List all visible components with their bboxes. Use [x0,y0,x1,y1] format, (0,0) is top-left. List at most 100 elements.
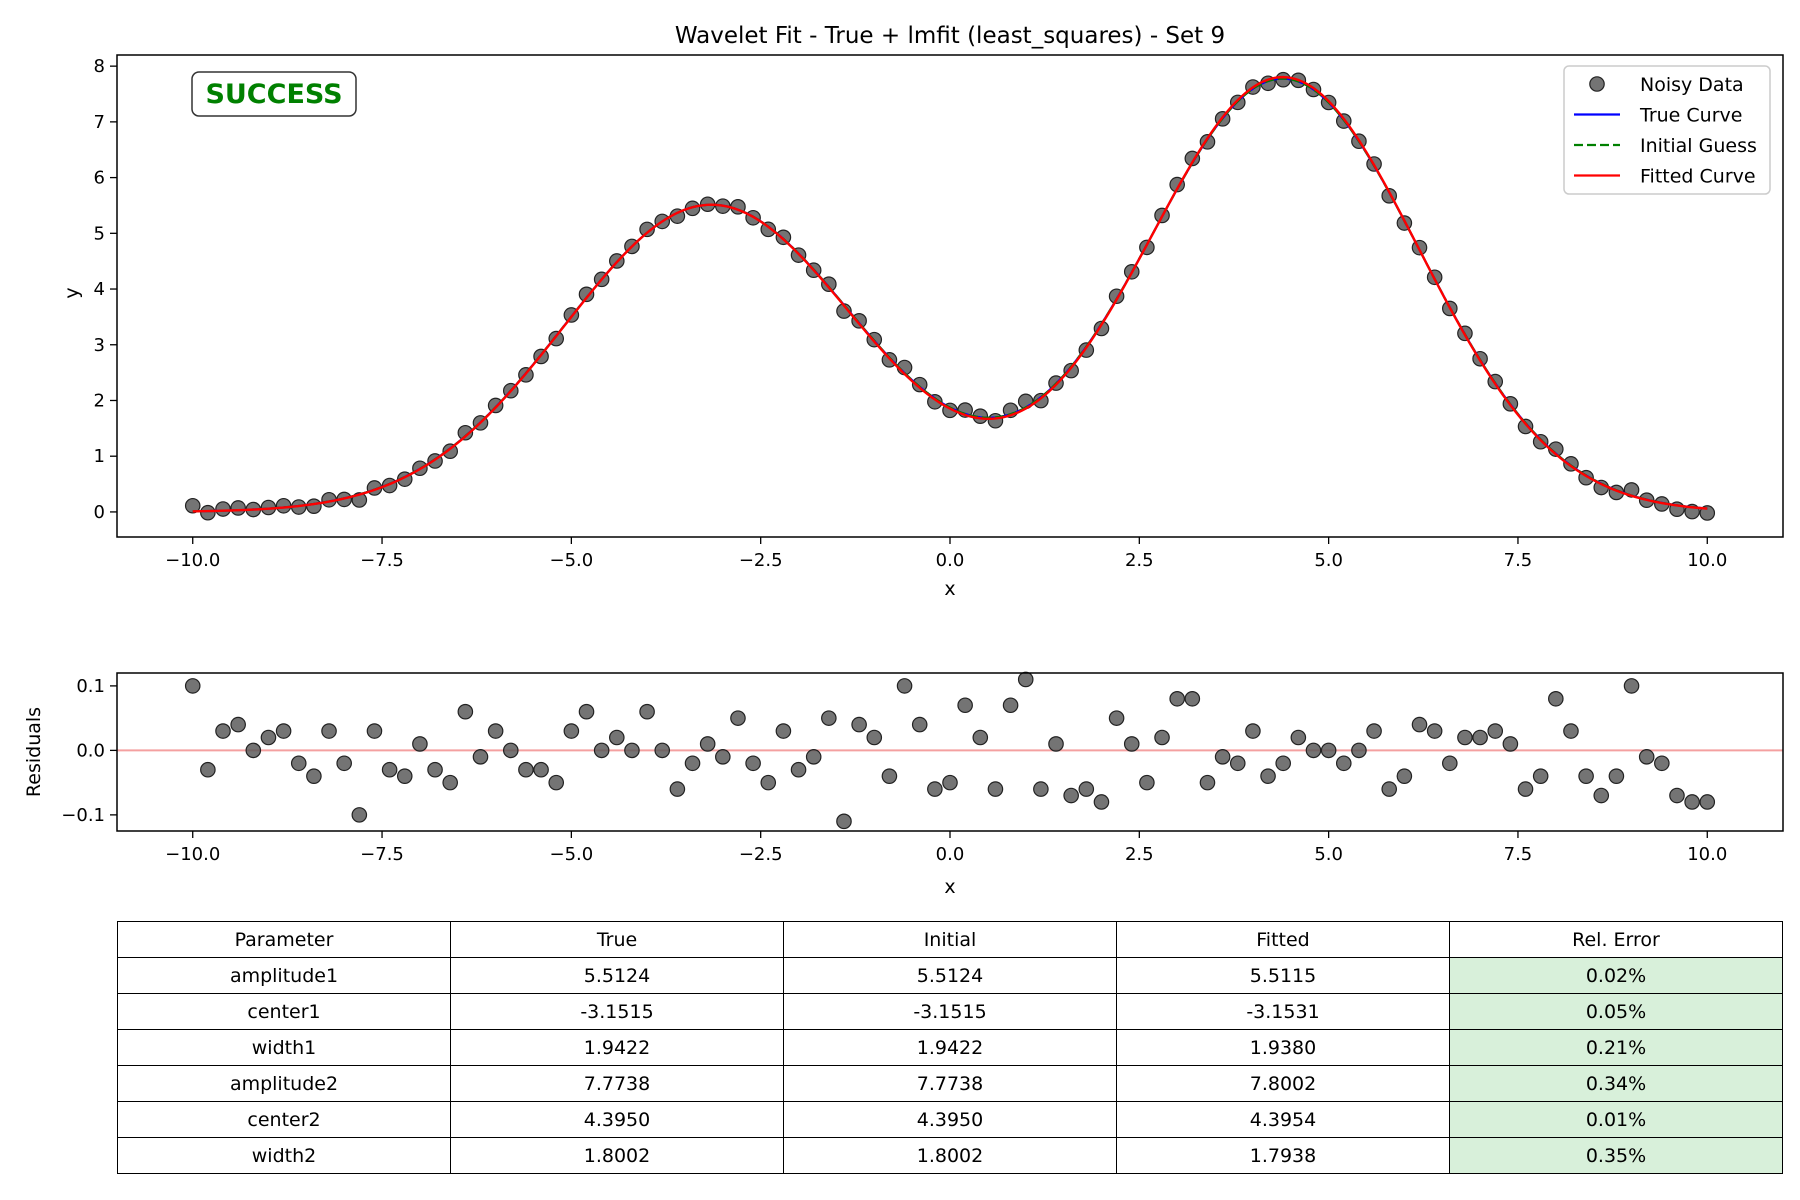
residual-point [1699,794,1716,810]
y-tick-label: 2 [94,390,105,411]
table-cell: 5.5124 [783,957,1117,994]
residual-point [987,781,1004,797]
table-header-cell: Fitted [1116,921,1450,958]
residual-point [548,774,565,791]
x-tick-label: 5.0 [1314,550,1343,571]
residual-point [1290,729,1307,746]
residual-point [790,761,807,778]
table-row: center1 -3.1515 -3.1515 -3.1531 0.05% [117,993,1783,1030]
residual-point [942,774,958,791]
rel-error-cell: 0.35% [1449,1137,1783,1174]
parameter-table: Parameter True Initial Fitted Rel. Error amp… [117,921,1783,1174]
residual-point [1396,768,1413,784]
table-cell: 1.8002 [450,1137,784,1174]
residual-point [321,723,337,739]
residual-point [624,742,640,759]
residual-point [1335,755,1352,772]
noisy-data-point [184,497,201,514]
residual-point [1184,690,1201,707]
noisy-data-point [457,424,474,441]
residual-point [1532,768,1549,784]
noisy-data-point [1033,392,1049,409]
table-cell: 5.5124 [450,957,784,994]
residual-point [805,749,822,765]
residual-points [184,671,1716,830]
residual-point [639,703,655,720]
table-header-row: Parameter True Initial Fitted Rel. Error [117,921,1783,958]
main-plot-area [117,55,1783,537]
table-cell: 1.7938 [1116,1137,1450,1174]
x-tick-label: −10.0 [165,550,220,571]
table-header-cell: True [450,921,784,958]
y-tick-label: 8 [94,56,105,77]
rel-error-cell: 0.01% [1449,1101,1783,1138]
residual-point [487,723,504,739]
residual-point [760,774,777,791]
noisy-data-point [306,498,322,514]
residual-point [472,749,489,765]
residual-point [1320,742,1337,759]
legend-item: Initial Guess [1574,135,1757,157]
table-row: center2 4.3950 4.3950 4.3954 0.01% [117,1101,1783,1138]
success-badge-label: SUCCESS [205,79,342,110]
noisy-data-point [1517,418,1534,435]
table-cell: 1.9380 [1116,1029,1450,1066]
table-header-cell: Rel. Error [1449,921,1783,958]
x-tick-label: −7.5 [360,550,404,571]
noisy-data-point [1063,362,1079,379]
legend: Noisy Data True Curve Initial Guess Fitted … [1563,65,1771,195]
residual-point [245,742,262,759]
y-tick-label: −0.1 [61,805,105,826]
y-tick-label: 5 [94,223,105,244]
y-tick-label: 7 [94,112,105,133]
x-tick-label: 0.0 [936,550,965,571]
x-tick-label: 7.5 [1504,844,1533,865]
residual-point [1411,716,1428,733]
residual-point [306,768,322,784]
legend-label: Fitted Curve [1640,166,1756,188]
residual-point [366,723,383,739]
residual-point [1578,768,1594,784]
residual-point [1426,723,1443,739]
residual-point [1487,723,1504,739]
residual-point [836,813,852,830]
legend-label: Noisy Data [1640,74,1744,96]
legend-label: True Curve [1639,105,1742,127]
residual-point [881,768,898,784]
residual-point [669,781,686,797]
chart-title: Wavelet Fit - True + lmfit (least_square… [675,23,1225,49]
residual-point [608,729,625,746]
residual-point [396,768,413,784]
residual-point [1548,690,1564,707]
residual-point [684,755,701,772]
residual-point [336,755,352,772]
x-tick-label: −2.5 [739,844,783,865]
residual-point [851,716,867,733]
table-cell: center1 [117,993,451,1030]
y-tick-label: 0.1 [76,676,105,697]
residual-point [260,729,277,746]
main-y-axis-label: y [61,287,83,298]
residual-point [911,716,928,733]
residual-point [1563,723,1579,739]
table-row: amplitude2 7.7738 7.7738 7.8002 0.34% [117,1065,1783,1102]
residual-point [699,736,716,752]
noisy-data-point [275,497,292,514]
residual-point [1608,768,1625,784]
table-row: amplitude1 5.5124 5.5124 5.5115 0.02% [117,957,1783,994]
y-tick-label: 0.0 [76,740,105,761]
residual-point [1169,690,1185,707]
noisy-data-point [760,221,777,238]
residual-point [1638,749,1655,765]
residual-point [215,723,231,739]
residual-point [1366,723,1382,739]
residual-point [427,761,443,778]
residual-point [1078,781,1095,797]
y-tick-label: 1 [94,446,105,467]
x-tick-label: −10.0 [165,844,220,865]
x-tick-label: −2.5 [739,550,783,571]
legend-item: Noisy Data [1589,74,1744,96]
residual-point [972,729,989,746]
table-cell: width2 [117,1137,451,1174]
